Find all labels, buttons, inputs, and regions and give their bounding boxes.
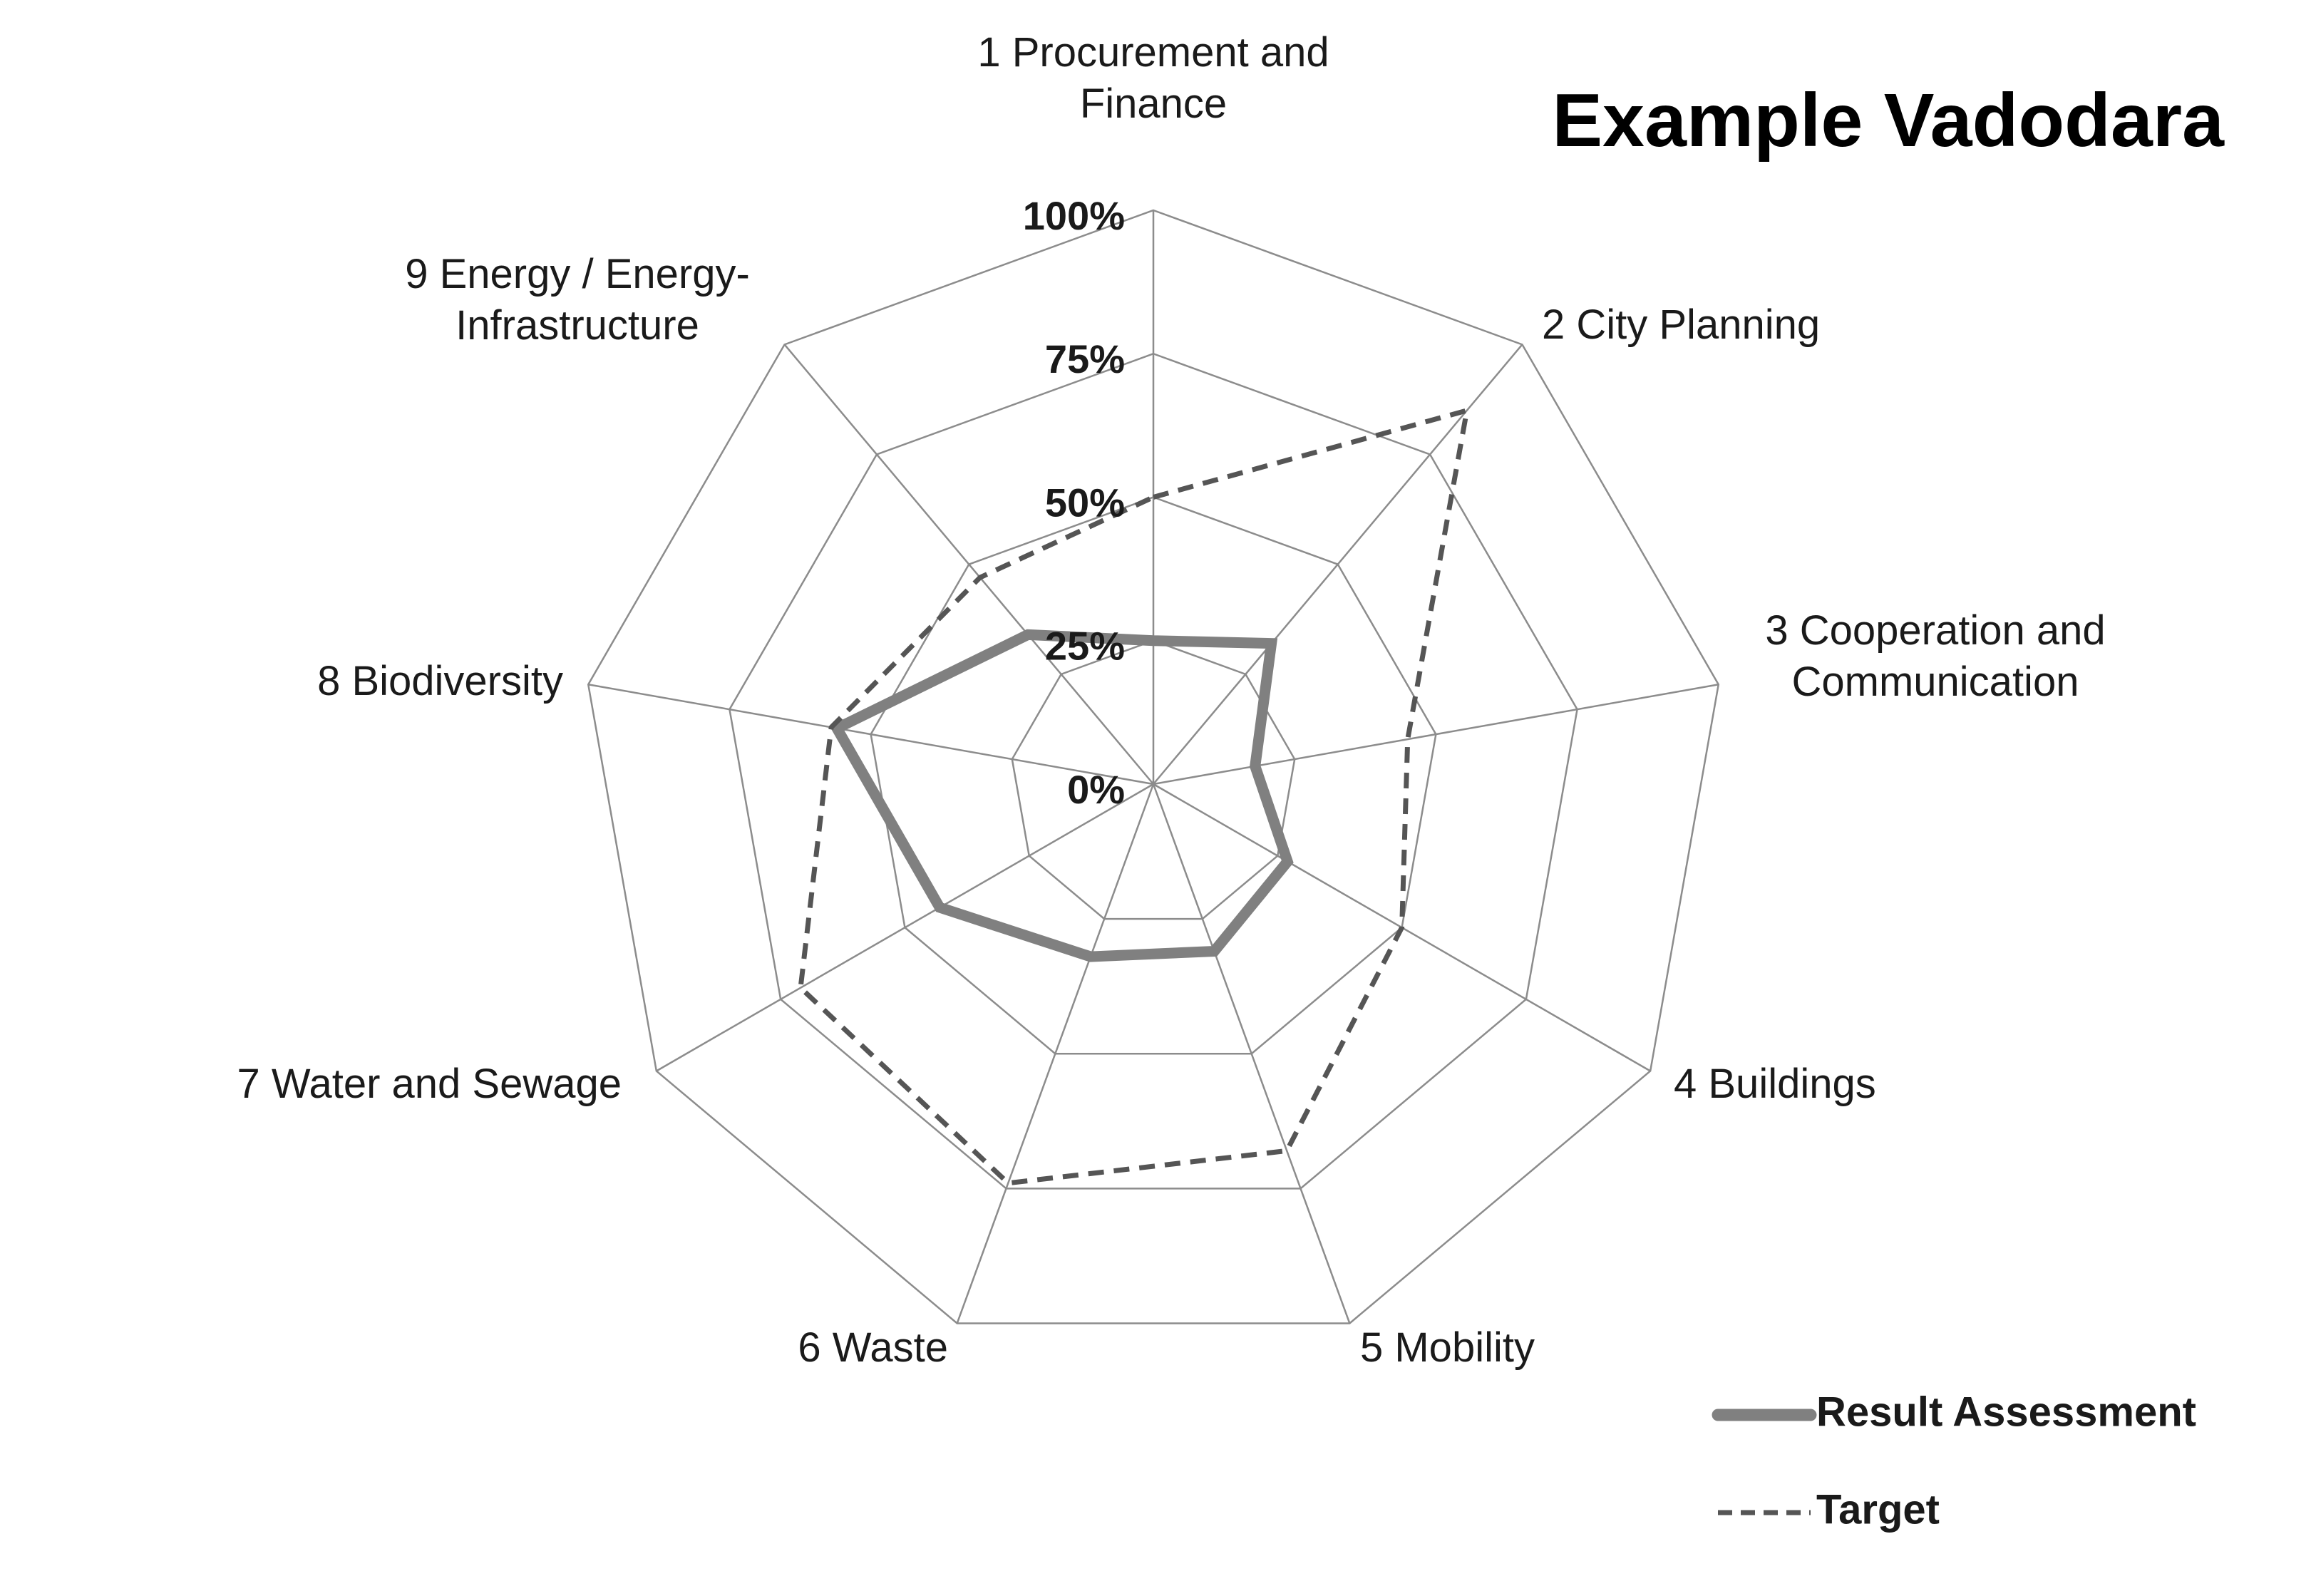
axis-label-1: 1 Procurement and Finance: [977, 29, 1329, 127]
grid-spoke: [1153, 683, 1719, 786]
result-series-line: [829, 629, 1294, 962]
grid-ring: [587, 209, 1720, 1324]
legend: Result Assessment Target: [1712, 1389, 2196, 1533]
axis-label-6: 6 Waste: [798, 1324, 948, 1371]
radar-series: [798, 406, 1471, 1186]
legend-label: Target: [1816, 1486, 1940, 1533]
axis-label-2: 2 City Planning: [1542, 302, 1820, 348]
grid-spoke: [1152, 783, 1351, 1324]
grid-ring: [870, 496, 1437, 1055]
grid-ring: [729, 352, 1578, 1190]
axis-label-3: 3 Cooperation and Communication: [1765, 607, 2105, 705]
axis-label-9: 9 Energy / Energy-Infrastructure: [405, 251, 750, 349]
tick-label: 50%: [1045, 480, 1125, 525]
grid-spoke: [588, 683, 1154, 786]
axis-label-7: 7 Water and Sewage: [237, 1061, 622, 1107]
tick-label: 0%: [1067, 767, 1125, 812]
axis-label-4: 4 Buildings: [1674, 1061, 1876, 1107]
chart-title: Example Vadodara: [1552, 78, 2225, 163]
target-series-line: [798, 406, 1471, 1186]
grid-spoke: [656, 783, 1154, 1072]
tick-label: 100%: [1023, 193, 1125, 238]
tick-label: 75%: [1045, 336, 1125, 381]
axis-label-5: 5 Mobility: [1360, 1324, 1535, 1371]
axis-label-8: 8 Biodiversity: [317, 658, 563, 704]
axis-labels: 1 Procurement and Finance 2 City Planning 3…: [237, 29, 2105, 1371]
grid-spoke: [783, 344, 1154, 785]
legend-label: Result Assessment: [1816, 1389, 2196, 1435]
grid-ring: [1011, 639, 1296, 920]
radar-grid: [587, 209, 1720, 1324]
tick-labels: 0% 25% 50% 75% 100%: [1023, 193, 1125, 812]
grid-spoke: [956, 783, 1155, 1324]
grid-spoke: [1153, 344, 1523, 785]
tick-label: 25%: [1045, 624, 1125, 669]
